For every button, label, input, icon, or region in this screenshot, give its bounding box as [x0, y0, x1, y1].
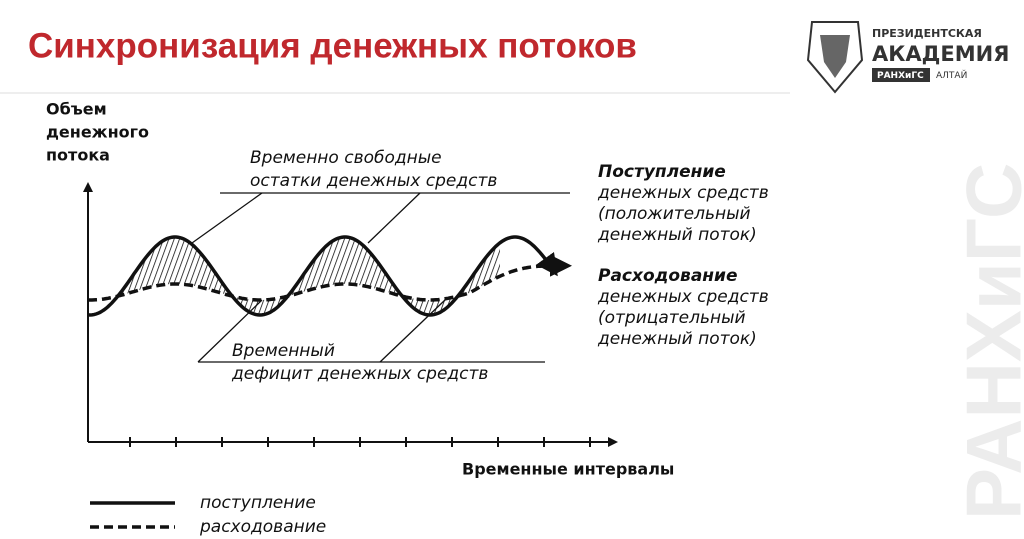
logo-text: РАНХиГС: [877, 71, 924, 81]
logo-text: АЛТАЙ: [936, 69, 967, 81]
legend-text: поступление: [200, 493, 316, 513]
leader: [367, 192, 421, 244]
leader: [379, 299, 446, 363]
deficit-label: Временный: [232, 341, 335, 361]
watermark: РАНХиГС: [950, 163, 1024, 520]
outflow-text: (отрицательный: [598, 308, 746, 328]
title: Синхронизация денежных потоков: [28, 26, 637, 65]
inflow-text: денежных средств: [597, 183, 769, 203]
surplus-label: остатки денежных средств: [250, 171, 497, 191]
logo-text: ПРЕЗИДЕНТСКАЯ: [872, 27, 982, 40]
y-axis-label: потока: [46, 146, 110, 165]
outflow-title: Расходование: [598, 266, 737, 286]
outflow-text: денежный поток): [597, 329, 757, 349]
y-axis-label: Объем: [46, 100, 107, 119]
diagram: Объем денежного потока Временные интерва…: [46, 100, 769, 538]
legend-text: расходование: [199, 517, 326, 537]
inflow-text: денежный поток): [597, 225, 757, 245]
emblem-inner: [820, 35, 850, 78]
logo: ПРЕЗИДЕНТСКАЯ АКАДЕМИЯ РАНХиГС АЛТАЙ: [806, 21, 1009, 94]
hatched-area: [118, 237, 500, 315]
x-axis-label: Временные интервалы: [462, 460, 674, 479]
y-axis-label: денежного: [46, 123, 149, 142]
surplus-label: Временно свободные: [250, 148, 442, 168]
logo-badge: [872, 68, 930, 82]
outflow-text: денежных средств: [597, 287, 769, 307]
inflow-text: (положительный: [598, 204, 751, 224]
deficit-label: дефицит денежных средств: [231, 364, 488, 384]
leader: [197, 299, 263, 363]
inflow-title: Поступление: [598, 162, 726, 182]
leader: [191, 192, 263, 244]
logo-text: АКАДЕМИЯ: [872, 42, 1009, 66]
